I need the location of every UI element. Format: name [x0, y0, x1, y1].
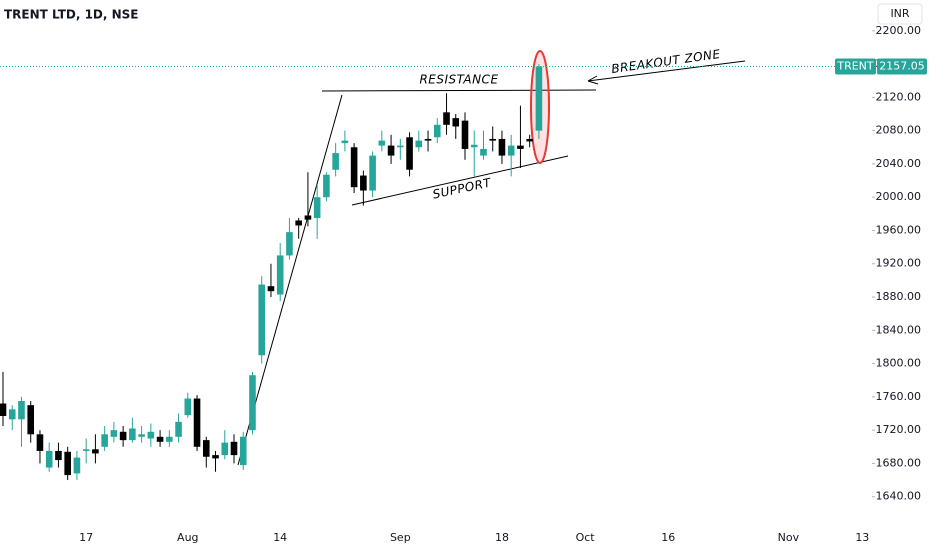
candle-body: [258, 284, 266, 356]
candle-body: [138, 434, 145, 437]
x-tick-label: Nov: [778, 531, 800, 544]
candle-body: [295, 220, 302, 226]
y-tick-label: 1760.00: [876, 390, 922, 403]
candle-body: [378, 140, 386, 146]
candle-body: [0, 403, 7, 416]
resistance-note: RESISTANCE: [419, 73, 498, 87]
candle-body: [212, 455, 219, 459]
candle-body: [350, 147, 358, 188]
arrow-line: [587, 60, 746, 82]
candle-body: [82, 449, 90, 451]
y-tick-label: 1680.00: [876, 456, 922, 469]
y-tick-label: 2200.00: [876, 24, 922, 37]
candle-body: [8, 409, 16, 420]
candle-body: [424, 138, 432, 141]
candle-body: [360, 175, 367, 191]
currency: INR: [890, 7, 909, 20]
x-tick-label: Sep: [390, 531, 411, 544]
candle-body: [166, 436, 173, 442]
candle-body: [286, 232, 293, 256]
candle-body: [202, 440, 210, 457]
x-tick-label: Aug: [177, 531, 198, 544]
candle-body: [92, 449, 99, 454]
y-tick-label: 2000.00: [876, 190, 922, 203]
candle-body: [73, 457, 81, 474]
y-tick-label: 1800.00: [876, 357, 922, 370]
x-tick-label: 18: [495, 531, 509, 544]
candle-body: [461, 120, 469, 149]
candle-body: [332, 153, 339, 170]
candle-body: [498, 138, 506, 156]
candle-body: [415, 140, 423, 148]
candle-body: [535, 66, 543, 131]
symbol-tag: [835, 58, 876, 75]
candle-body: [156, 436, 164, 442]
chart-title: TRENT LTD, 1D, NSE: [4, 8, 139, 22]
candle-body: [239, 436, 247, 466]
candle-body: [267, 286, 275, 292]
x-tick-label: 13: [855, 531, 869, 544]
y-tick-label: 1720.00: [876, 423, 922, 436]
candle-body: [443, 112, 450, 125]
candle-body: [387, 145, 395, 156]
candle-body: [397, 145, 404, 148]
candle-body: [119, 431, 127, 441]
candle-body: [184, 398, 192, 416]
candle-body: [452, 118, 460, 127]
y-tick-label: 2080.00: [876, 124, 922, 137]
candle-body: [101, 434, 108, 447]
candle-body: [507, 145, 515, 156]
candle-body: [27, 405, 35, 435]
candle-body: [110, 430, 118, 437]
candle-body: [304, 215, 312, 220]
candle-body: [313, 197, 321, 218]
price-tag: [877, 58, 927, 75]
support-line: [351, 155, 569, 206]
y-tick-label: 1880.00: [876, 290, 922, 303]
candle-body: [129, 428, 136, 441]
x-tick-label: 14: [273, 531, 287, 544]
candle-body: [369, 155, 376, 191]
resistance-line: [321, 89, 597, 92]
y-tick-label: 1960.00: [876, 223, 922, 236]
candle-body: [249, 375, 256, 431]
candle-body: [64, 451, 71, 476]
x-tick-label: 16: [661, 531, 675, 544]
candle-body: [323, 174, 330, 198]
y-tick-label: 1640.00: [876, 490, 922, 503]
price-label: 2157.05: [879, 60, 925, 73]
candle-body: [470, 144, 478, 148]
candle-body: [526, 138, 533, 142]
currency-box[interactable]: [877, 3, 923, 25]
candle-body: [18, 401, 25, 420]
candle-body: [517, 145, 524, 149]
candle-body: [45, 450, 53, 468]
y-tick-label: 1920.00: [876, 257, 922, 270]
candle-body: [147, 431, 155, 439]
y-tick-label: 2040.00: [876, 157, 922, 170]
candle-body: [55, 450, 62, 461]
arrow-head: [587, 75, 599, 85]
y-tick-label: 2120.00: [876, 90, 922, 103]
candle-body: [433, 124, 441, 138]
candle-body: [36, 434, 44, 451]
x-tick-label: 17: [79, 531, 93, 544]
candle-body: [489, 138, 497, 141]
candle-body: [175, 421, 182, 437]
candle-body: [230, 441, 238, 456]
candle-body: [276, 255, 284, 295]
candle-body: [480, 148, 487, 156]
symbol-label: TRENT: [836, 60, 874, 73]
candle-body: [193, 398, 201, 447]
candle-body: [341, 140, 349, 144]
y-tick-label: 1840.00: [876, 323, 922, 336]
candle-body: [221, 442, 229, 456]
candle-body: [406, 137, 413, 170]
x-tick-label: Oct: [576, 531, 596, 544]
